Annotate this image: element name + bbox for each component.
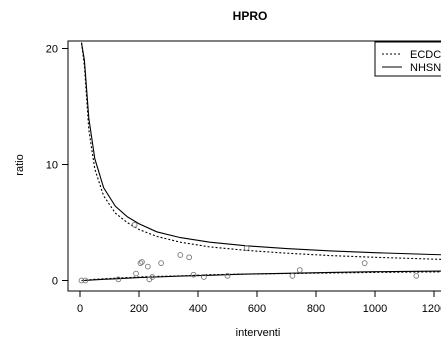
legend-label-nhsn: NHSN bbox=[410, 62, 441, 74]
y-tick-label: 0 bbox=[52, 276, 58, 288]
x-tick-label: 1200 bbox=[422, 303, 441, 315]
data-point bbox=[186, 254, 193, 261]
data-point bbox=[133, 270, 139, 277]
x-tick-label: 0 bbox=[77, 303, 83, 315]
x-tick-label: 1000 bbox=[363, 303, 387, 315]
data-point bbox=[131, 221, 138, 228]
data-point bbox=[296, 267, 303, 273]
x-axis: 0 200 400 600 800 1000 1200 bbox=[77, 291, 441, 315]
y-tick-label: 20 bbox=[46, 44, 58, 56]
chart-title: HPRO bbox=[233, 9, 268, 23]
data-point bbox=[190, 271, 197, 278]
legend-box bbox=[374, 41, 441, 77]
data-point bbox=[145, 263, 151, 270]
data-point bbox=[224, 273, 231, 279]
data-point bbox=[139, 259, 145, 265]
data-point bbox=[413, 273, 420, 279]
x-tick-label: 600 bbox=[248, 303, 266, 315]
legend-label-ecdc: ECDC bbox=[410, 49, 441, 61]
y-tick-label: 10 bbox=[46, 160, 58, 172]
data-point bbox=[177, 252, 184, 258]
nhsn-upper-limit-line bbox=[80, 42, 441, 256]
data-point bbox=[78, 277, 85, 284]
x-tick-label: 400 bbox=[189, 303, 207, 315]
data-point bbox=[149, 274, 156, 280]
scatter-points bbox=[78, 221, 420, 284]
ecdc-upper-limit-line bbox=[80, 42, 441, 260]
curves bbox=[80, 42, 441, 282]
x-tick-label: 800 bbox=[307, 303, 325, 315]
data-point bbox=[115, 276, 122, 283]
data-point bbox=[137, 260, 144, 266]
data-point bbox=[243, 245, 250, 251]
legend: ECDC NHSN bbox=[374, 41, 441, 77]
x-axis-label: interventi bbox=[236, 327, 281, 339]
plot-frame bbox=[67, 40, 441, 292]
data-point bbox=[82, 277, 89, 284]
y-axis-label: ratio bbox=[14, 154, 26, 175]
x-tick-label: 200 bbox=[130, 303, 148, 315]
y-axis: 0 10 20 bbox=[46, 44, 68, 288]
data-point bbox=[289, 273, 296, 279]
data-point bbox=[361, 260, 368, 266]
data-point bbox=[158, 260, 164, 266]
data-point bbox=[201, 274, 207, 280]
